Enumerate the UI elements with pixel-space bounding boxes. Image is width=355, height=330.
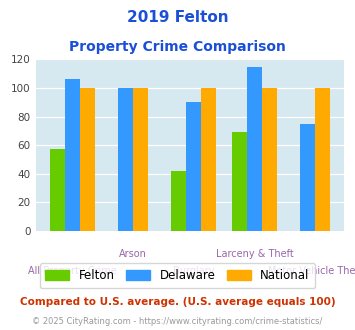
Legend: Felton, Delaware, National: Felton, Delaware, National xyxy=(40,263,315,288)
Bar xyxy=(201,88,217,231)
Bar xyxy=(247,67,262,231)
Text: Arson: Arson xyxy=(119,249,147,259)
Text: Larceny & Theft: Larceny & Theft xyxy=(215,249,293,259)
Text: Property Crime Comparison: Property Crime Comparison xyxy=(69,40,286,53)
Bar xyxy=(300,124,315,231)
Text: Motor Vehicle Theft: Motor Vehicle Theft xyxy=(268,266,355,276)
Text: 2019 Felton: 2019 Felton xyxy=(127,10,228,25)
Bar xyxy=(232,132,247,231)
Text: Compared to U.S. average. (U.S. average equals 100): Compared to U.S. average. (U.S. average … xyxy=(20,297,335,307)
Bar xyxy=(118,88,133,231)
Text: All Property Crime: All Property Crime xyxy=(28,266,117,276)
Bar xyxy=(315,88,330,231)
Text: © 2025 CityRating.com - https://www.cityrating.com/crime-statistics/: © 2025 CityRating.com - https://www.city… xyxy=(32,317,323,326)
Bar xyxy=(65,80,80,231)
Bar xyxy=(50,149,65,231)
Text: Burglary: Burglary xyxy=(173,266,214,276)
Bar xyxy=(171,171,186,231)
Bar xyxy=(80,88,95,231)
Bar xyxy=(262,88,277,231)
Bar xyxy=(133,88,148,231)
Bar xyxy=(186,102,201,231)
